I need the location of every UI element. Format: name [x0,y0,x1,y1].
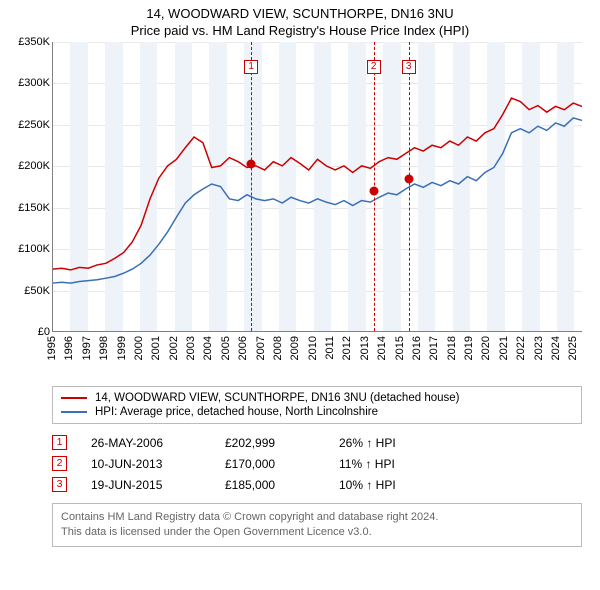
sale-row: 3 19-JUN-2015 £185,000 10% ↑ HPI [52,474,582,495]
x-tick-label: 2014 [376,336,388,360]
sales-table: 1 26-MAY-2006 £202,999 26% ↑ HPI 2 10-JUN-201… [52,432,582,495]
title-subtitle: Price paid vs. HM Land Registry's House … [8,23,592,38]
chart: £0£50K£100K£150K£200K£250K£300K£350K 123… [8,42,592,382]
x-tick-label: 2002 [168,336,180,360]
sale-row-price: £202,999 [225,436,315,450]
legend-swatch [61,397,87,399]
legend-label: HPI: Average price, detached house, Nort… [95,406,378,418]
sale-marker-dot [404,174,413,183]
sale-row-marker: 2 [52,456,67,471]
x-tick-label: 2009 [289,336,301,360]
attribution: Contains HM Land Registry data © Crown c… [52,503,582,547]
x-tick-label: 2005 [220,336,232,360]
x-tick-label: 2022 [515,336,527,360]
x-tick-label: 2012 [341,336,353,360]
sale-row-price: £170,000 [225,457,315,471]
sale-row-marker: 3 [52,477,67,492]
x-tick-label: 1995 [46,336,58,360]
legend: 14, WOODWARD VIEW, SCUNTHORPE, DN16 3NU … [52,386,582,424]
y-tick-label: £350K [18,36,50,48]
sale-row-marker: 1 [52,435,67,450]
y-tick-label: £250K [18,119,50,131]
page: 14, WOODWARD VIEW, SCUNTHORPE, DN16 3NU … [0,0,600,555]
x-tick-label: 1996 [63,336,75,360]
x-tick-label: 2024 [550,336,562,360]
y-tick-label: £300K [18,77,50,89]
chart-lines [53,42,582,331]
x-tick-label: 2010 [307,336,319,360]
sale-row-delta: 11% ↑ HPI [339,457,439,471]
sale-marker-box: 3 [402,60,416,74]
y-tick-label: £50K [24,285,50,297]
legend-item: 14, WOODWARD VIEW, SCUNTHORPE, DN16 3NU … [61,391,573,405]
chart-title: 14, WOODWARD VIEW, SCUNTHORPE, DN16 3NU … [8,6,592,38]
x-tick-label: 2016 [411,336,423,360]
x-tick-label: 2007 [255,336,267,360]
series-property [53,98,582,270]
sale-marker-box: 1 [244,60,258,74]
x-tick-label: 2019 [463,336,475,360]
series-hpi [53,118,582,283]
title-address: 14, WOODWARD VIEW, SCUNTHORPE, DN16 3NU [8,6,592,21]
sale-marker-line [409,42,410,331]
y-axis: £0£50K£100K£150K£200K£250K£300K£350K [8,42,52,332]
y-tick-label: £200K [18,160,50,172]
x-tick-label: 2004 [202,336,214,360]
x-tick-label: 1999 [116,336,128,360]
y-tick-label: £100K [18,243,50,255]
sale-row: 1 26-MAY-2006 £202,999 26% ↑ HPI [52,432,582,453]
x-tick-label: 2015 [394,336,406,360]
sale-row-date: 10-JUN-2013 [91,457,201,471]
x-tick-label: 2023 [533,336,545,360]
sale-row-delta: 10% ↑ HPI [339,478,439,492]
sale-row-price: £185,000 [225,478,315,492]
x-tick-label: 2021 [498,336,510,360]
x-tick-label: 2001 [150,336,162,360]
sale-marker-line [251,42,252,331]
sale-row: 2 10-JUN-2013 £170,000 11% ↑ HPI [52,453,582,474]
attribution-line2: This data is licensed under the Open Gov… [61,525,573,540]
sale-row-date: 26-MAY-2006 [91,436,201,450]
x-axis: 1995199619971998199920002001200220032004… [52,332,582,382]
y-tick-label: £150K [18,202,50,214]
x-tick-label: 2013 [359,336,371,360]
attribution-line1: Contains HM Land Registry data © Crown c… [61,510,573,525]
sale-marker-box: 2 [367,60,381,74]
legend-label: 14, WOODWARD VIEW, SCUNTHORPE, DN16 3NU … [95,392,459,404]
x-tick-label: 1998 [98,336,110,360]
x-tick-label: 2008 [272,336,284,360]
sale-row-date: 19-JUN-2015 [91,478,201,492]
x-tick-label: 2011 [324,336,336,360]
x-tick-label: 2018 [446,336,458,360]
sale-marker-dot [369,187,378,196]
x-tick-label: 2006 [237,336,249,360]
legend-item: HPI: Average price, detached house, Nort… [61,405,573,419]
x-tick-label: 1997 [81,336,93,360]
sale-marker-dot [247,159,256,168]
legend-swatch [61,411,87,413]
sale-row-delta: 26% ↑ HPI [339,436,439,450]
x-tick-label: 2020 [480,336,492,360]
plot-area: 1 2 3 [52,42,582,332]
x-tick-label: 2003 [185,336,197,360]
x-tick-label: 2000 [133,336,145,360]
x-tick-label: 2017 [428,336,440,360]
x-tick-label: 2025 [567,336,579,360]
